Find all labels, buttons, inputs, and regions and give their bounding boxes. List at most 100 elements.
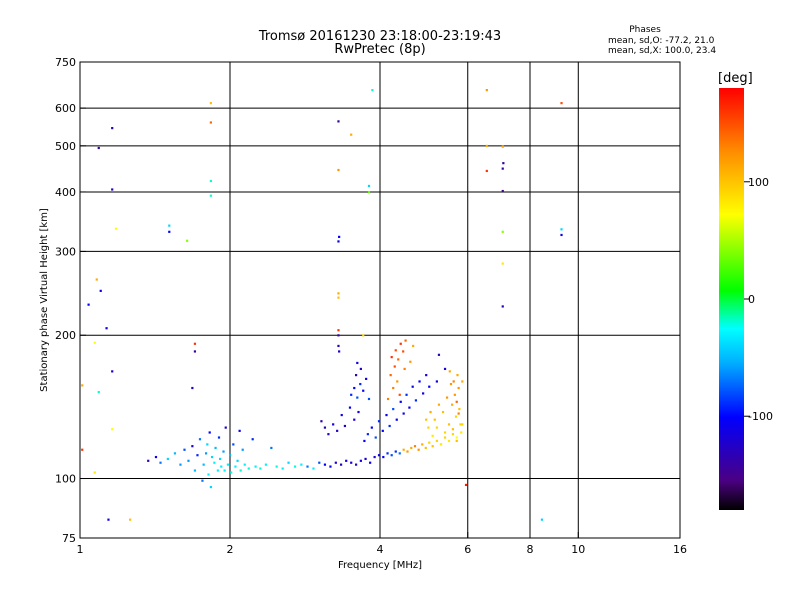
grid-lines — [80, 62, 680, 538]
data-point — [389, 374, 392, 377]
data-point — [340, 413, 343, 417]
data-point — [209, 485, 212, 489]
data-point — [386, 397, 390, 401]
data-point — [186, 239, 189, 242]
data-point — [373, 455, 376, 459]
data-point — [437, 353, 441, 356]
data-point — [111, 428, 114, 431]
data-point — [320, 420, 323, 423]
data-point — [457, 386, 460, 390]
data-point — [339, 463, 343, 466]
data-point — [424, 446, 427, 450]
data-point — [364, 457, 367, 461]
colorbar-tick-label: -100 — [748, 410, 773, 423]
data-point — [259, 467, 262, 470]
x-tick-label: 8 — [527, 543, 534, 556]
y-tick-label: 100 — [55, 473, 76, 486]
data-point — [300, 463, 303, 466]
data-point — [357, 410, 360, 414]
data-point — [395, 418, 398, 421]
data-point — [485, 169, 488, 173]
data-point — [193, 469, 197, 472]
data-point — [323, 426, 327, 429]
data-point — [392, 407, 395, 411]
data-point — [337, 329, 340, 332]
data-point — [461, 380, 464, 383]
data-point — [287, 461, 290, 464]
data-point — [229, 454, 232, 457]
data-point — [281, 467, 284, 470]
data-point — [312, 467, 315, 470]
data-point — [293, 465, 297, 468]
axis-ticks: 1 2 4 6 8 10 16 75 100 200 300 400 500 600 750 — [55, 56, 687, 556]
data-point — [447, 439, 451, 443]
data-point — [394, 450, 397, 453]
y-tick-label: 500 — [55, 140, 76, 153]
data-point — [105, 327, 108, 330]
colorbar-tick-label: 0 — [748, 293, 755, 306]
y-axis-label: Stationary phase Virtual Height [km] — [39, 208, 50, 392]
data-point — [114, 227, 118, 230]
data-point — [99, 289, 102, 292]
data-point — [393, 365, 396, 368]
data-point — [431, 445, 434, 448]
data-point — [560, 102, 563, 105]
data-point — [461, 423, 464, 426]
data-point — [306, 465, 309, 468]
colorbar-label: [deg] — [718, 71, 753, 86]
data-point — [81, 384, 84, 387]
data-point — [343, 424, 347, 428]
data-point — [501, 305, 504, 308]
data-point — [425, 418, 428, 421]
data-point — [402, 448, 405, 451]
x-tick-label: 2 — [227, 543, 234, 556]
data-point — [87, 303, 90, 306]
data-point — [247, 467, 250, 470]
data-point — [243, 463, 246, 466]
data-point — [398, 452, 401, 455]
x-tick-label: 16 — [673, 543, 687, 556]
data-point — [318, 461, 321, 464]
data-point — [406, 450, 409, 453]
data-point — [377, 454, 381, 457]
data-point — [323, 463, 327, 466]
data-point — [219, 457, 222, 461]
data-point — [191, 445, 194, 448]
data-point — [451, 428, 455, 431]
data-point — [204, 452, 208, 455]
x-axis-label: Frequency [MHz] — [338, 560, 422, 571]
y-tick-label: 750 — [55, 56, 76, 69]
data-point — [412, 344, 415, 348]
data-point — [202, 463, 205, 466]
data-point — [408, 406, 411, 409]
data-point — [443, 431, 447, 434]
x-tick-label: 1 — [77, 543, 84, 556]
data-point — [209, 102, 212, 105]
data-point — [234, 465, 237, 468]
data-point — [365, 377, 368, 381]
data-point — [363, 439, 366, 443]
data-point — [560, 233, 563, 237]
data-point — [377, 420, 381, 423]
data-point — [448, 370, 451, 373]
data-point — [409, 360, 412, 363]
data-point — [354, 463, 358, 466]
data-point — [95, 278, 98, 281]
data-point — [338, 235, 341, 238]
data-points — [81, 88, 563, 521]
data-point — [183, 448, 186, 451]
data-point — [429, 410, 432, 414]
data-point — [196, 454, 199, 457]
data-point — [402, 412, 405, 415]
data-point — [107, 518, 110, 521]
data-point — [359, 367, 362, 371]
data-point — [209, 121, 212, 124]
data-point — [329, 465, 332, 468]
data-point — [396, 380, 399, 383]
data-point — [187, 459, 190, 462]
data-point — [390, 454, 393, 457]
data-point — [168, 230, 171, 233]
data-point — [224, 426, 227, 429]
data-point — [455, 436, 458, 439]
data-point — [385, 413, 388, 417]
